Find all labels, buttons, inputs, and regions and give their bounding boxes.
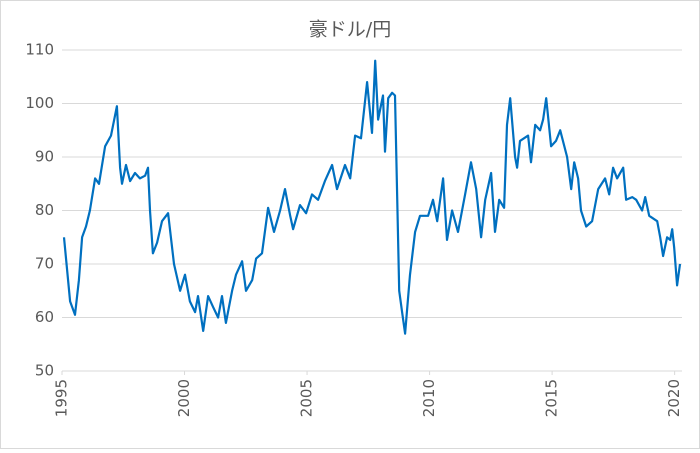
x-tick-label: 2015 xyxy=(543,379,561,417)
y-tick-label: 90 xyxy=(35,148,54,166)
y-tick-label: 100 xyxy=(25,94,54,112)
y-tick-label: 50 xyxy=(35,362,54,380)
x-tick-label: 2000 xyxy=(175,379,193,417)
x-tick-label: 1995 xyxy=(53,379,71,417)
x-tick-label: 2010 xyxy=(420,379,438,417)
x-tick-label: 2020 xyxy=(665,379,683,417)
y-tick-label: 80 xyxy=(35,201,54,219)
y-tick-label: 70 xyxy=(35,255,54,273)
y-tick-label: 110 xyxy=(25,41,54,59)
x-tick-label: 2005 xyxy=(298,379,316,417)
chart-title: 豪ドル/円 xyxy=(309,19,391,41)
data-line xyxy=(62,59,682,335)
y-tick-label: 60 xyxy=(35,308,54,326)
